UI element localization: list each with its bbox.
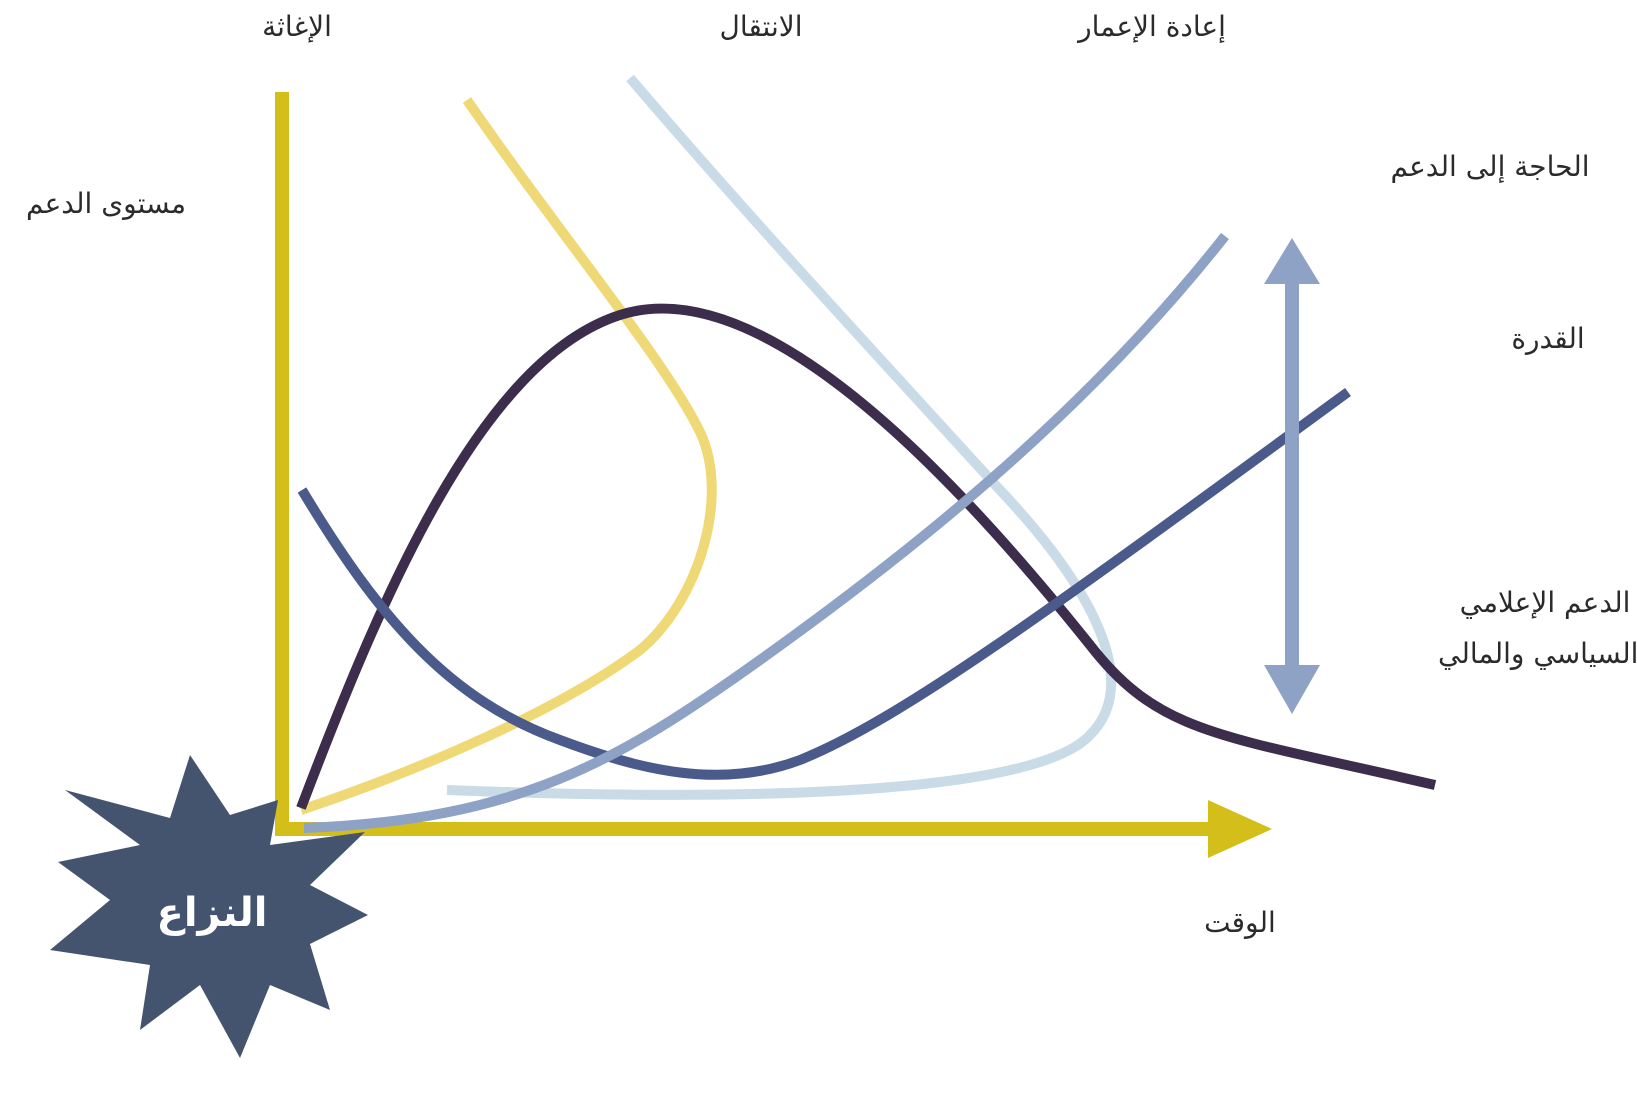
transition-curve	[446, 74, 1117, 800]
curves	[296, 74, 1437, 833]
decline-rise-curve	[297, 387, 1351, 780]
capacity-curve	[303, 232, 1229, 833]
phase-label-relief: الإغاثة	[262, 10, 332, 43]
x-axis-arrowhead	[1208, 800, 1272, 858]
phase-label-reconstruction: إعادة الإعمار	[1076, 10, 1226, 43]
burst-shape	[50, 755, 368, 1058]
need-for-support-curve	[296, 303, 1437, 810]
phase-label-transition: الانتقال	[719, 10, 802, 43]
x-axis-label: الوقت	[1204, 906, 1276, 939]
support-label-line1: الدعم الإعلامي	[1460, 586, 1631, 619]
double-arrow	[1264, 238, 1320, 714]
support-label-line2: والسياسي والمالي	[1438, 637, 1637, 670]
conflict-label: النزاع	[157, 890, 268, 936]
conflict-burst: النزاع	[50, 755, 368, 1058]
capacity-label: القدرة	[1511, 322, 1584, 355]
double-arrow-head-up	[1264, 238, 1320, 284]
axes	[275, 92, 1272, 858]
y-axis-label: مستوى الدعم	[26, 187, 186, 220]
relief-curve	[299, 97, 717, 815]
need-for-support-label: الحاجة إلى الدعم	[1390, 150, 1589, 183]
double-arrow-head-down	[1264, 665, 1320, 714]
